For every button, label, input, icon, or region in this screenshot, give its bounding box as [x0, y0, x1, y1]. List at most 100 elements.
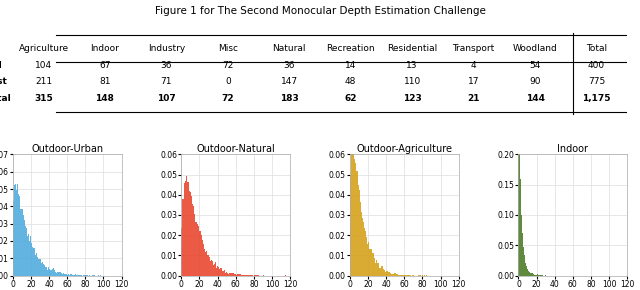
Bar	[44, 265, 45, 275]
Bar	[399, 275, 400, 276]
Bar	[38, 260, 39, 276]
Bar	[406, 275, 408, 276]
Bar	[375, 263, 376, 276]
Bar	[190, 192, 191, 276]
Bar	[36, 257, 38, 276]
Bar	[186, 176, 187, 276]
Bar	[31, 243, 33, 276]
Title: Outdoor-Natural: Outdoor-Natural	[196, 144, 275, 154]
Bar	[195, 222, 196, 276]
Bar	[25, 226, 26, 276]
Bar	[203, 244, 204, 276]
Bar	[366, 237, 367, 276]
Text: Figure 1 for The Second Monocular Depth Estimation Challenge: Figure 1 for The Second Monocular Depth …	[155, 6, 485, 16]
Bar	[24, 220, 25, 276]
Bar	[213, 265, 214, 276]
Bar	[412, 275, 413, 276]
Bar	[193, 206, 195, 276]
Bar	[40, 259, 41, 276]
Bar	[207, 255, 209, 276]
Bar	[522, 233, 523, 276]
Bar	[225, 273, 226, 275]
Bar	[524, 255, 525, 276]
Bar	[100, 275, 101, 276]
Bar	[210, 261, 211, 275]
Bar	[33, 249, 35, 276]
Bar	[240, 274, 241, 276]
Bar	[362, 218, 363, 276]
Bar	[47, 267, 49, 276]
Bar	[39, 260, 40, 276]
Bar	[15, 184, 16, 276]
Bar	[371, 249, 372, 276]
Bar	[355, 163, 356, 276]
Bar	[531, 273, 532, 276]
Bar	[350, 176, 351, 276]
Bar	[188, 182, 189, 276]
Bar	[17, 184, 18, 276]
Bar	[361, 212, 362, 276]
Bar	[53, 268, 54, 276]
Bar	[390, 273, 391, 276]
Bar	[363, 222, 364, 276]
Bar	[74, 275, 75, 276]
Bar	[536, 275, 537, 276]
Bar	[204, 249, 205, 276]
Bar	[66, 274, 67, 276]
Bar	[58, 271, 60, 275]
Bar	[529, 272, 531, 276]
Bar	[22, 215, 24, 276]
Bar	[369, 249, 371, 276]
Bar	[243, 275, 244, 276]
Title: Outdoor-Urban: Outdoor-Urban	[31, 144, 103, 154]
Bar	[360, 202, 361, 276]
Bar	[525, 262, 526, 275]
Bar	[388, 272, 389, 276]
Bar	[181, 228, 182, 276]
Bar	[184, 181, 186, 276]
Bar	[28, 234, 29, 276]
Bar	[54, 270, 55, 276]
Bar	[65, 273, 66, 276]
Bar	[232, 273, 234, 276]
Bar	[376, 260, 377, 276]
Bar	[235, 274, 236, 276]
Bar	[68, 274, 69, 276]
Bar	[518, 67, 520, 276]
Bar	[227, 273, 228, 276]
Bar	[187, 182, 188, 276]
Bar	[226, 272, 227, 276]
Bar	[214, 264, 215, 276]
Bar	[217, 266, 218, 276]
Bar	[199, 231, 200, 276]
Bar	[182, 199, 184, 276]
Bar	[216, 267, 217, 275]
Bar	[228, 274, 229, 276]
Bar	[13, 202, 14, 276]
Bar	[380, 267, 381, 275]
Bar	[16, 190, 17, 276]
Bar	[202, 240, 203, 276]
Bar	[352, 139, 353, 276]
Bar	[27, 236, 28, 276]
Bar	[196, 224, 198, 276]
Bar	[64, 274, 65, 276]
Bar	[212, 261, 213, 275]
Bar	[61, 273, 63, 276]
Bar	[191, 196, 192, 276]
Bar	[60, 272, 61, 276]
Bar	[377, 263, 378, 276]
Bar	[374, 258, 375, 275]
Bar	[238, 274, 239, 276]
Bar	[387, 271, 388, 275]
Bar	[35, 255, 36, 276]
Bar	[209, 257, 210, 276]
Bar	[70, 274, 72, 276]
Bar	[378, 263, 380, 276]
Bar	[20, 209, 22, 276]
Bar	[206, 251, 207, 276]
Bar	[537, 274, 538, 276]
Bar	[45, 267, 47, 276]
Bar	[532, 275, 534, 276]
Bar	[56, 273, 58, 276]
